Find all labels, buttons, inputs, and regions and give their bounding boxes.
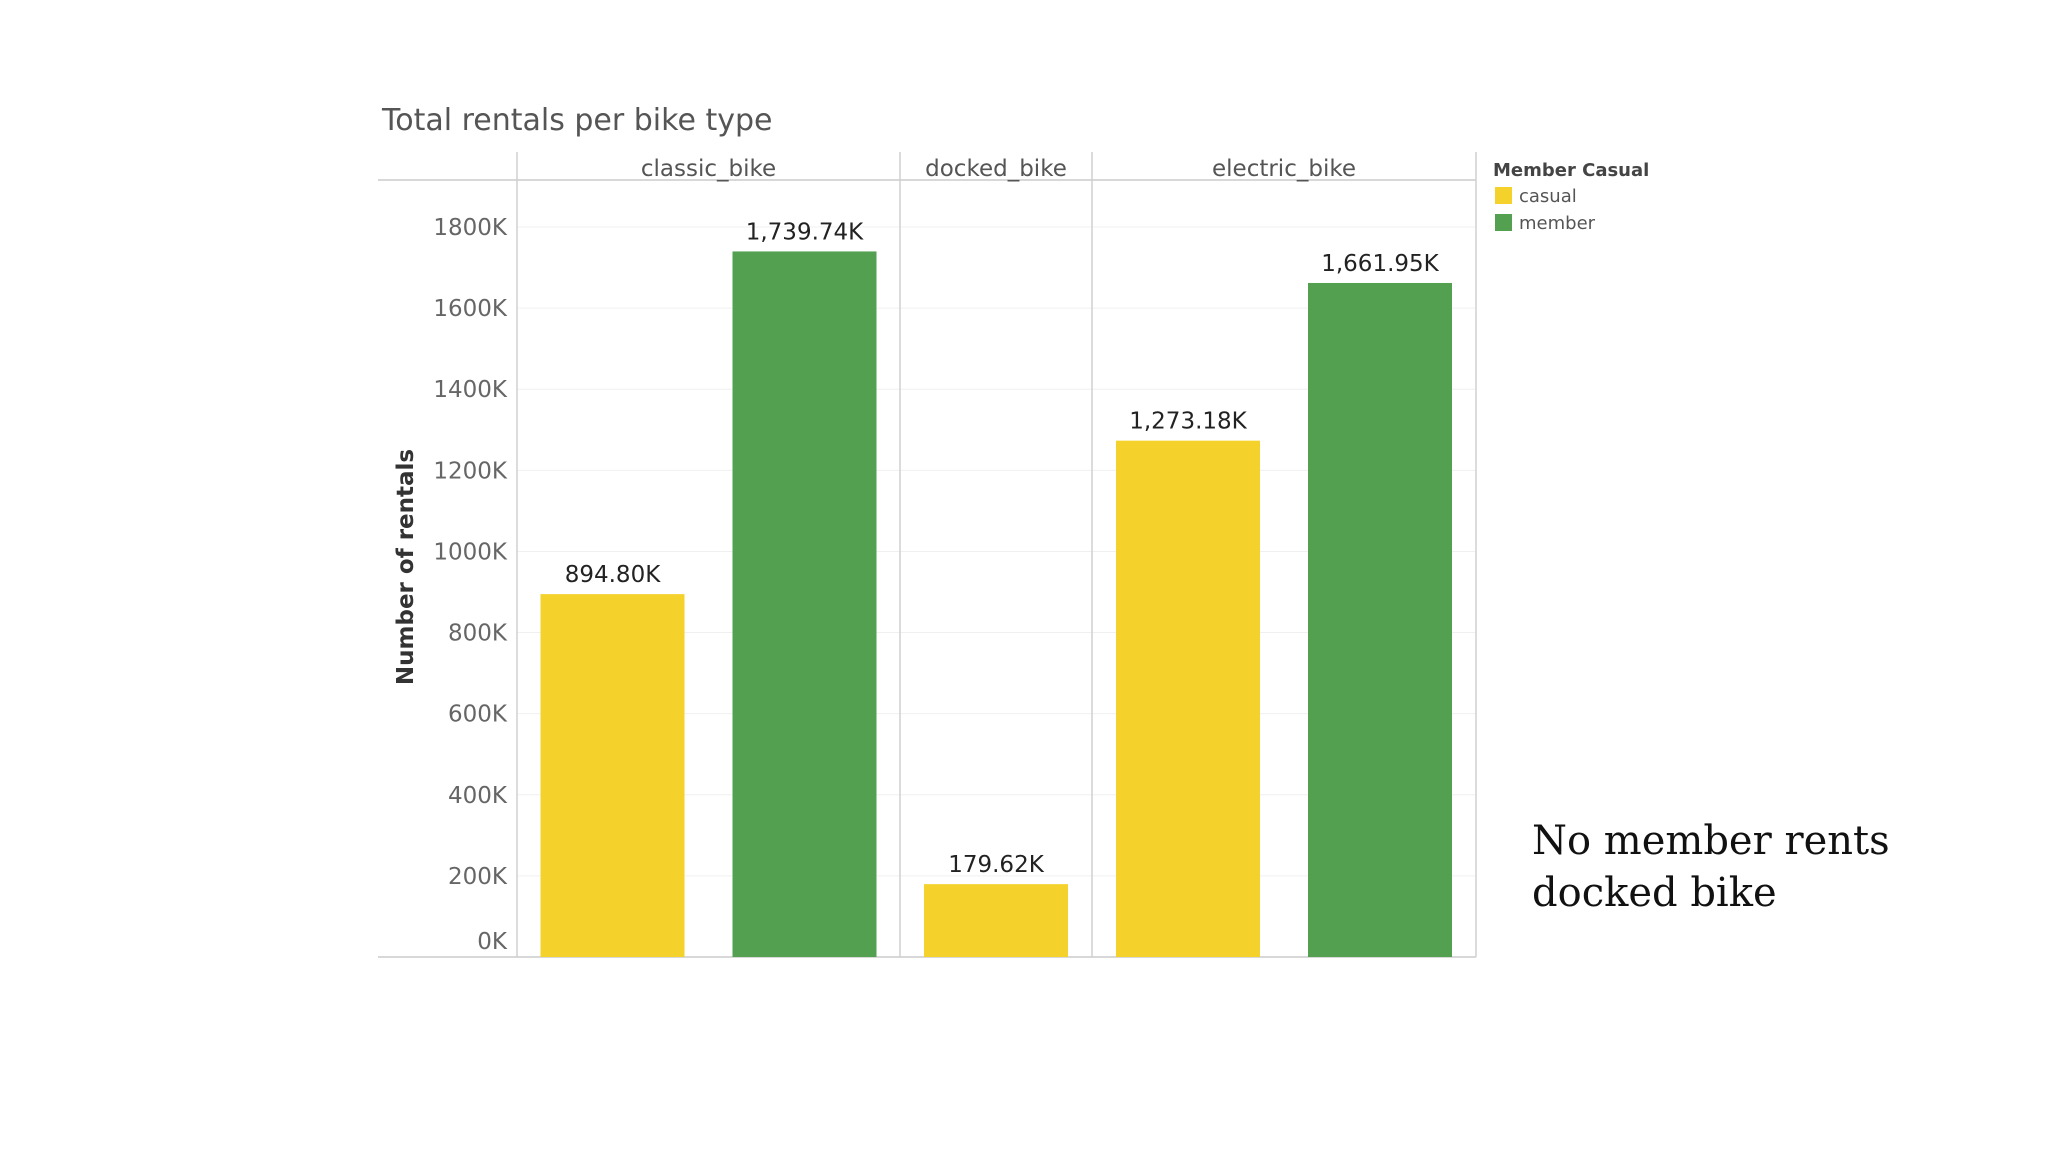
pane-headers: classic_bike docked_bike electric_bike [641, 156, 1356, 182]
bar-electric_bike-member [1308, 282, 1452, 957]
legend-swatch-casual [1495, 187, 1512, 204]
legend-label-member: member [1519, 213, 1596, 234]
y-tick-label: 1800K [433, 215, 508, 241]
annotation-note: No member rents docked bike [1532, 815, 1972, 919]
legend-label-casual: casual [1519, 186, 1577, 207]
y-tick-label: 1200K [433, 458, 508, 484]
pane-header-docked_bike: docked_bike [925, 156, 1067, 182]
annotation-line-2: docked bike [1532, 870, 1777, 916]
pane-header-classic_bike: classic_bike [641, 156, 776, 182]
bar-electric_bike-casual [1116, 440, 1260, 957]
y-tick-label: 800K [448, 621, 508, 647]
data-label-classic_bike-casual: 894.80K [565, 562, 661, 588]
legend-swatch-member [1495, 214, 1512, 231]
legend: Member Casual casual member [1493, 160, 1649, 234]
pane-header-electric_bike: electric_bike [1212, 156, 1356, 182]
chart-title: Total rentals per bike type [381, 103, 772, 138]
legend-title: Member Casual [1493, 160, 1649, 181]
y-tick-label: 1000K [433, 539, 508, 565]
y-tick-label: 600K [448, 702, 508, 728]
annotation-line-1: No member rents [1532, 818, 1890, 864]
bar-classic_bike-member [732, 251, 877, 957]
y-tick-label: 200K [448, 864, 508, 890]
data-label-electric_bike-casual: 1,273.18K [1129, 409, 1247, 435]
y-axis-title: Number of rentals [393, 449, 419, 685]
bar-labels: 894.80K 1,739.74K 179.62K 1,273.18K 1,661.95… [565, 219, 1440, 878]
bar-docked_bike-casual [924, 884, 1068, 957]
y-tick-label: 400K [448, 783, 508, 809]
data-label-docked_bike-casual: 179.62K [948, 852, 1044, 878]
y-axis: 0K 200K 400K 600K 800K 1000K 1200K 1400K 1600K 18… [433, 215, 508, 955]
data-label-electric_bike-member: 1,661.95K [1321, 251, 1439, 277]
y-tick-label: 1400K [433, 377, 508, 403]
y-tick-label: 0K [477, 929, 508, 955]
bar-classic_bike-casual [540, 594, 685, 957]
data-label-classic_bike-member: 1,739.74K [746, 219, 864, 245]
bars [540, 251, 1452, 957]
y-tick-label: 1600K [433, 296, 508, 322]
